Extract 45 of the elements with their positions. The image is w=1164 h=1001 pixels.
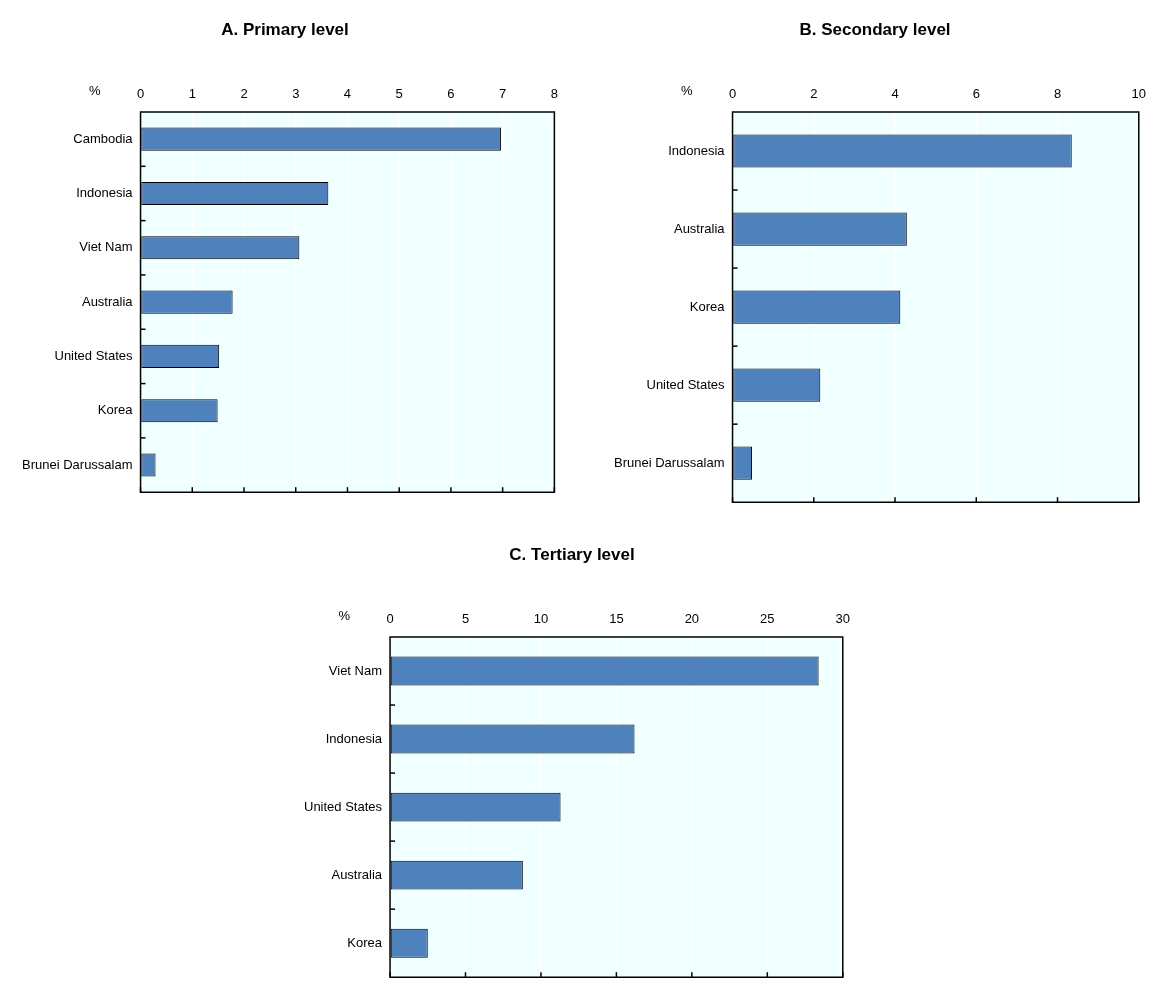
y-tick-label: Indonesia — [76, 185, 134, 201]
x-tick-label: 15 — [609, 610, 624, 626]
x-tick-label: 8 — [1053, 85, 1062, 101]
y-tick-label: Indonesia — [668, 142, 726, 158]
y-tick-label: United States — [54, 347, 134, 363]
y-tick-label: Viet Nam — [79, 239, 133, 255]
y-tick-label: Korea — [689, 298, 726, 314]
y-tick-label: United States — [646, 376, 726, 392]
x-tick-label: 2 — [240, 85, 248, 101]
x-tick-label: 6 — [447, 85, 455, 101]
y-tick-label: Cambodia — [73, 130, 134, 146]
x-tick-label: 4 — [891, 85, 899, 101]
y-tick-label: Indonesia — [325, 730, 383, 746]
x-axis-title: % — [88, 82, 101, 98]
y-tick-label: United States — [304, 798, 383, 814]
y-tick-label: Australia — [673, 220, 726, 236]
chart-title: C. Tertiary level — [509, 544, 635, 564]
x-tick-label: 25 — [760, 610, 775, 626]
x-tick-label: 3 — [292, 85, 300, 101]
x-tick-label: 5 — [461, 610, 470, 626]
x-tick-label: 1 — [188, 85, 196, 101]
y-tick-label: Viet Nam — [328, 662, 383, 678]
x-axis-title: % — [680, 82, 693, 98]
y-tick-label: Korea — [347, 934, 383, 950]
x-tick-label: 10 — [1131, 85, 1146, 101]
x-tick-label: 10 — [533, 610, 549, 626]
x-tick-label: 5 — [395, 85, 403, 101]
y-tick-label: Australia — [81, 293, 134, 309]
y-tick-label: Korea — [97, 402, 134, 418]
x-tick-label: 0 — [728, 85, 737, 101]
x-tick-label: 8 — [550, 85, 558, 101]
x-tick-label: 7 — [499, 85, 507, 101]
x-axis-title: % — [338, 607, 351, 623]
chart-title: A. Primary level — [221, 19, 349, 39]
x-tick-label: 20 — [684, 610, 700, 626]
y-tick-label: Brunei Darussalam — [614, 454, 725, 470]
chart-title: B. Secondary level — [799, 19, 951, 39]
y-tick-label: Brunei Darussalam — [22, 456, 133, 472]
y-tick-label: Australia — [331, 866, 383, 882]
x-tick-label: 30 — [835, 610, 850, 626]
x-tick-label: 4 — [343, 85, 352, 101]
x-tick-label: 0 — [136, 85, 145, 101]
x-tick-label: 2 — [810, 85, 818, 101]
x-tick-label: 0 — [386, 610, 394, 626]
x-tick-label: 6 — [972, 85, 980, 101]
